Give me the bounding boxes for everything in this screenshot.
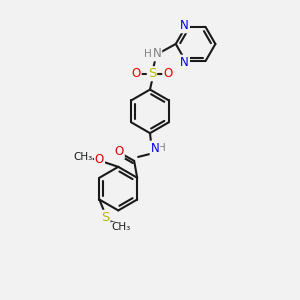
Text: H: H	[158, 143, 166, 153]
Text: CH₃: CH₃	[112, 222, 131, 232]
Text: O: O	[163, 67, 172, 80]
Text: N: N	[151, 142, 159, 154]
Text: N: N	[180, 19, 189, 32]
Text: O: O	[115, 146, 124, 158]
Text: O: O	[95, 153, 104, 167]
Text: O: O	[131, 67, 141, 80]
Text: N: N	[153, 47, 161, 60]
Text: H: H	[144, 49, 152, 59]
Text: CH₃: CH₃	[73, 152, 92, 162]
Text: S: S	[101, 211, 110, 224]
Text: N: N	[180, 56, 189, 69]
Text: S: S	[148, 67, 156, 80]
